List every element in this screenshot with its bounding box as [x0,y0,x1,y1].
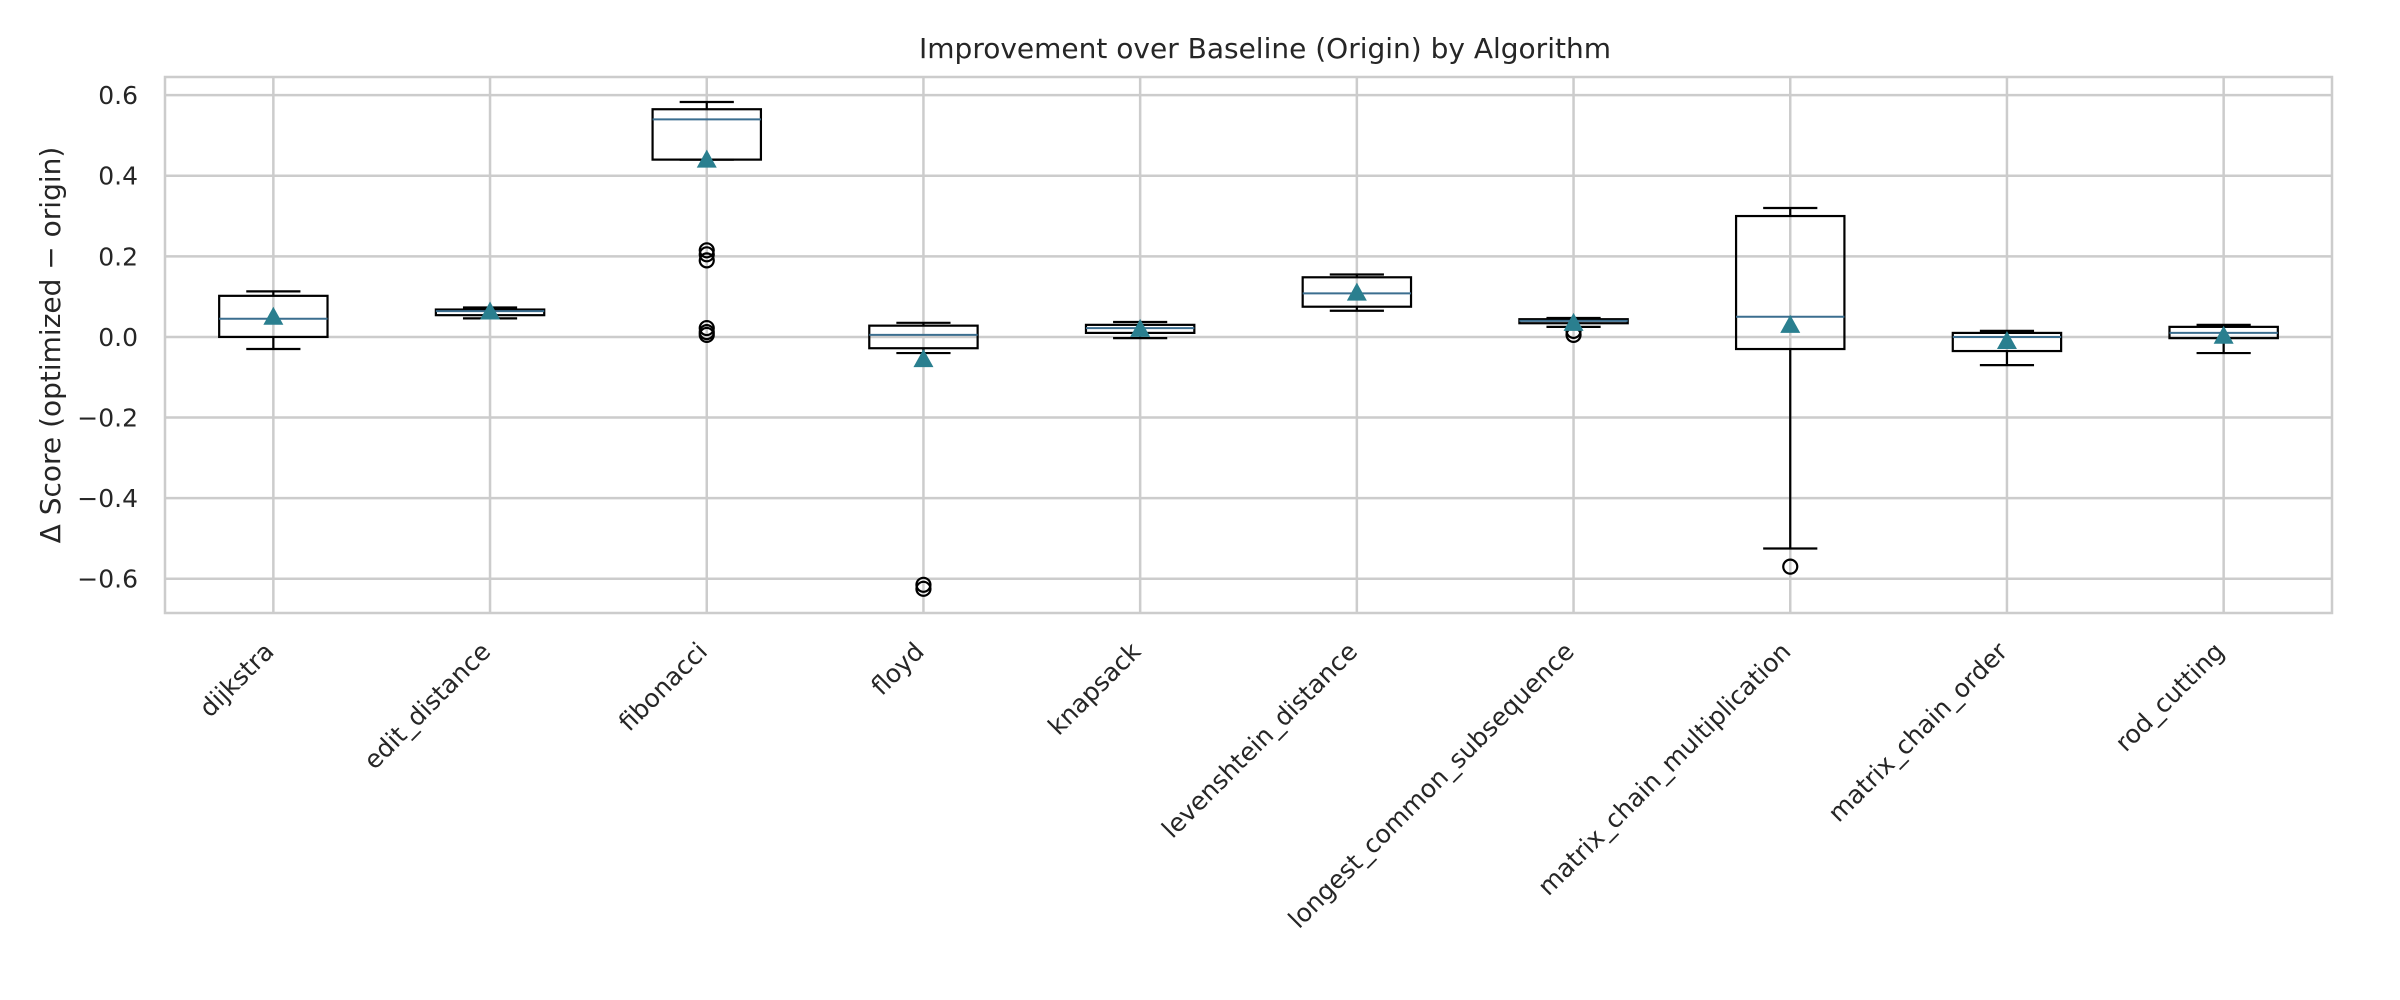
box-edit_distance [434,301,546,320]
mean-marker [2213,325,2234,344]
x-tick-label: knapsack [1042,636,1146,740]
grid-lines [165,77,2332,613]
x-tick-label: matrix_chain_multiplication [1532,637,1796,901]
mean-marker [1996,330,2017,349]
outlier-point [698,246,715,263]
outlier-point [1782,558,1799,575]
box-levenshtein_distance [1301,273,1413,312]
x-tick-label: matrix_chain_order [1822,636,2013,827]
y-axis-ticks: −0.6 −0.4 −0.2 0.0 0.2 0.4 0.6 [77,81,138,594]
y-tick-label: 0.6 [98,81,138,110]
x-axis-ticks: dijkstra edit_distance fibonacci floyd knaps… [194,636,2230,934]
box-dijkstra [218,290,329,351]
mean-marker [1130,318,1151,337]
mean-marker [1346,282,1367,301]
outlier-point [698,252,715,269]
chart-title: Improvement over Baseline (Origin) by Al… [919,32,1611,65]
y-tick-label: 0.4 [98,162,138,191]
mean-marker [913,349,934,368]
axes-frame [163,75,2334,615]
box-body [868,324,979,350]
plot-area [218,100,2279,597]
x-tick-label: levenshtein_distance [1156,637,1363,844]
box-fibonacci [651,100,763,344]
x-tick-label: rod_cutting [2110,637,2230,757]
box-matrix_chain_multiplication [1734,206,1846,575]
y-axis-label: Δ Score (optimized − origin) [34,147,67,544]
mean-marker [480,301,501,320]
y-tick-label: 0.0 [98,323,138,352]
x-tick-label: fibonacci [613,637,713,737]
mean-marker [1563,312,1584,331]
x-tick-label: edit_distance [358,637,496,775]
box-body [1734,214,1846,351]
box-knapsack [1084,318,1196,340]
outlier-point [915,580,932,597]
box-matrix_chain_order [1951,329,2063,367]
box-rod_cutting [2168,323,2279,355]
box-body [218,294,329,339]
outlier-point [698,326,715,344]
y-tick-label: −0.4 [77,484,138,513]
x-tick-label: dijkstra [194,637,280,723]
x-tick-label: floyd [866,637,930,701]
mean-marker [263,306,284,325]
mean-marker [696,149,717,168]
box-longest_common_subsequence [1518,312,1629,344]
y-tick-label: −0.6 [77,565,138,594]
box-body [1301,276,1413,308]
y-tick-label: 0.2 [98,242,138,271]
box-floyd [868,321,979,597]
y-tick-label: −0.2 [77,404,138,433]
mean-marker [1780,314,1801,333]
